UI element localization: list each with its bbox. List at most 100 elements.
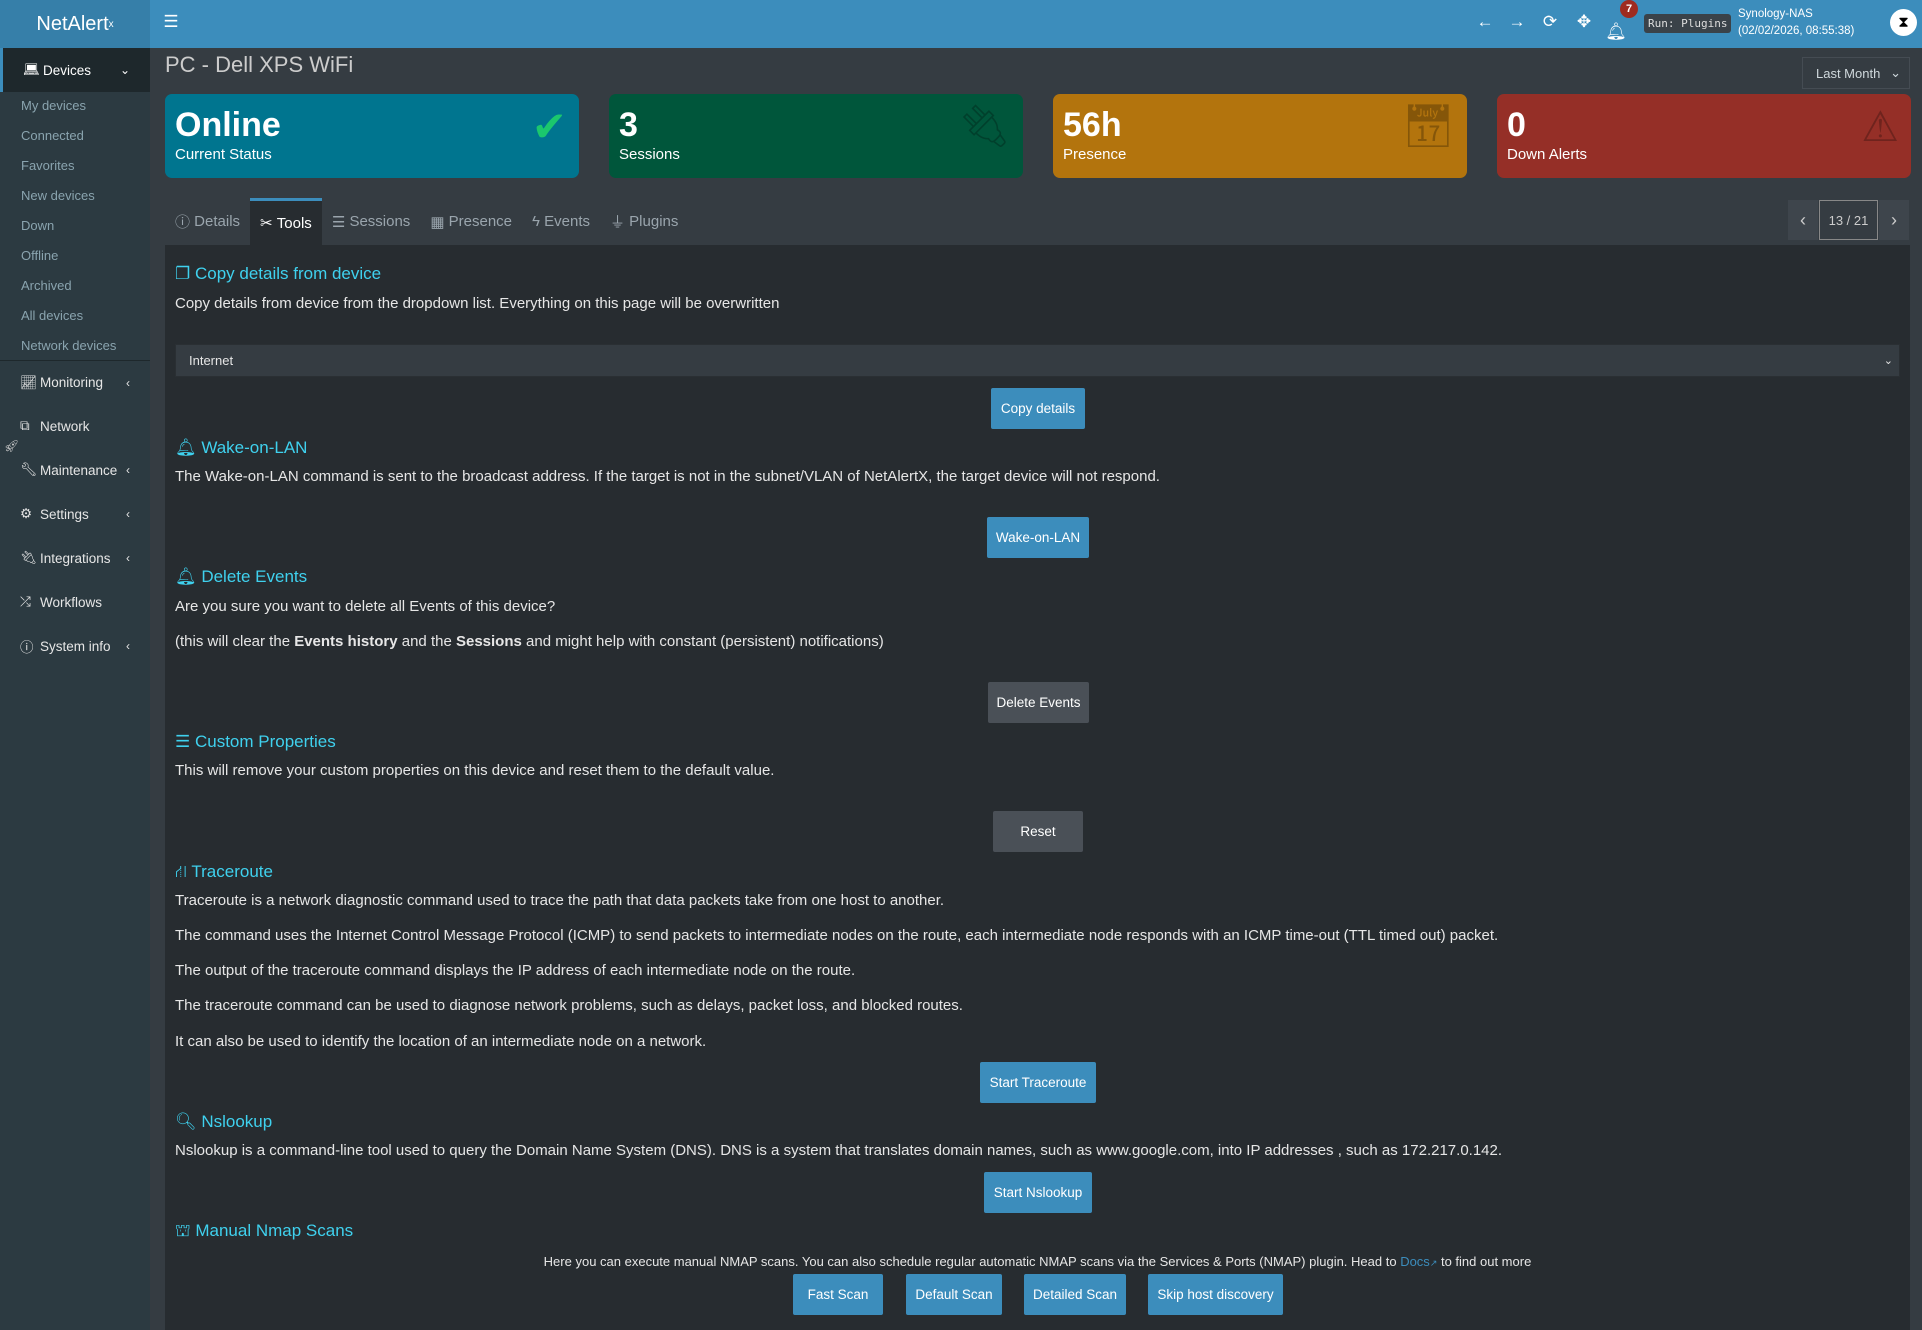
tab-details[interactable]: ⓘ Details — [165, 198, 250, 245]
down-alerts-card[interactable]: 0 Down Alerts ⚠ — [1497, 94, 1911, 178]
tab-label: Presence — [448, 213, 513, 230]
copy-details-button[interactable]: Copy details — [991, 388, 1085, 429]
start-traceroute-button[interactable]: Start Traceroute — [980, 1062, 1096, 1103]
traceroute-line: The traceroute command can be used to di… — [175, 997, 963, 1014]
search-icon: 🔍︎ — [175, 1112, 202, 1131]
tab-label: Details — [194, 213, 241, 230]
chevron-left-icon: ‹ — [126, 639, 130, 653]
default-scan-button[interactable]: Default Scan — [906, 1274, 1002, 1315]
detailed-scan-button[interactable]: Detailed Scan — [1024, 1274, 1126, 1315]
calendar-icon: ▦ — [430, 213, 449, 231]
sidebar-item-label: Monitoring — [40, 375, 104, 390]
delete-events-button[interactable]: Delete Events — [988, 682, 1089, 723]
bell-icon: 🔔︎ — [175, 438, 202, 457]
sidebar-item-integrations[interactable]: 🔌︎ Integrations ‹ — [0, 536, 150, 580]
sidebar-sub-favorites[interactable]: Favorites — [21, 158, 75, 173]
sidebar-item-maintenance[interactable]: 🔧︎ Maintenance ‹ — [0, 448, 150, 492]
bell-icon[interactable]: 🔔︎ — [1605, 22, 1627, 41]
rocket-icon: 🚀︎ — [4, 439, 20, 453]
sidebar-item-devices[interactable]: 💻︎ Devices ⌄ — [0, 48, 150, 92]
laptop-icon: 💻︎ — [23, 62, 41, 77]
plug-icon: 🔌︎ — [957, 102, 1011, 149]
section-title-text: Delete Events — [201, 567, 308, 586]
sidebar: 💻︎ Devices ⌄ My devices Connected Favorite… — [0, 48, 150, 1330]
tab-plugins[interactable]: ⏚ Plugins — [600, 198, 688, 245]
sidebar-sub-new-devices[interactable]: New devices — [21, 188, 95, 203]
docs-link[interactable]: Docs — [1400, 1254, 1430, 1269]
sidebar-item-network[interactable]: ⧉ Network — [0, 404, 150, 448]
next-device-button[interactable]: › — [1879, 200, 1909, 240]
sidebar-sub-offline[interactable]: Offline — [21, 248, 59, 263]
delete-events-section-title: 🔔︎ Delete Events — [175, 567, 307, 587]
info-icon: ⓘ — [175, 214, 195, 231]
logo-sup: x — [108, 18, 114, 30]
range-value: Last Month — [1816, 65, 1881, 81]
sidebar-sub-all-devices[interactable]: All devices — [21, 308, 84, 323]
sidebar-item-label: System info — [40, 638, 111, 654]
note-bold: Events history — [294, 633, 398, 650]
presence-card[interactable]: 56h Presence 📅︎ — [1053, 94, 1467, 178]
sidebar-item-workflows[interactable]: ⤮ Workflows — [0, 580, 150, 624]
sidebar-item-label: Workflows — [40, 594, 103, 610]
section-title-text: Custom Properties — [194, 732, 336, 751]
wol-section-title: 🔔︎ Wake-on-LAN — [175, 438, 307, 458]
sidebar-item-label: Network — [40, 418, 90, 434]
move-icon[interactable]: ✥ — [1576, 12, 1592, 31]
traceroute-line: Traceroute is a network diagnostic comma… — [175, 892, 945, 909]
select-value: Internet — [189, 353, 234, 368]
refresh-icon[interactable]: ⟳ — [1542, 12, 1558, 31]
custom-properties-description: This will remove your custom properties … — [175, 762, 775, 779]
shuffle-icon: ⤮ — [20, 594, 31, 609]
fast-scan-button[interactable]: Fast Scan — [793, 1274, 883, 1315]
nmap-text: to find out more — [1437, 1254, 1532, 1269]
prev-device-button[interactable]: ‹ — [1788, 200, 1818, 240]
tab-label: Events — [544, 213, 590, 230]
list-icon: ☰ — [175, 732, 195, 751]
sidebar-sub-network-devices[interactable]: Network devices — [21, 338, 117, 353]
copy-device-select[interactable]: Internet ⌄ — [175, 344, 1900, 377]
chevron-left-icon: ‹ — [126, 375, 130, 390]
logo[interactable]: NetAlert x — [0, 0, 150, 48]
sidebar-item-monitoring[interactable]: 📈︎ Monitoring ‹ — [0, 360, 150, 404]
check-icon: ✔ — [531, 103, 567, 150]
sidebar-sub-connected[interactable]: Connected — [21, 128, 84, 143]
user-avatar[interactable]: ⧗ — [1890, 9, 1917, 36]
tab-label: Tools — [276, 214, 312, 232]
nmap-section-title: ⛫ Manual Nmap Scans — [175, 1221, 353, 1243]
tab-tools[interactable]: ✂ Tools — [250, 198, 322, 245]
sidebar-item-system-info[interactable]: ⓘ System info ‹ — [0, 624, 150, 668]
sidebar-sub-archived[interactable]: Archived — [21, 278, 72, 293]
external-link-icon: ↗ — [1429, 1258, 1438, 1268]
sidebar-sub-my-devices[interactable]: My devices — [21, 98, 87, 113]
route-icon: ⛙ — [175, 862, 192, 881]
tools-icon: ✂ — [260, 215, 277, 232]
nslookup-description: Nslookup is a command-line tool used to … — [175, 1142, 1503, 1159]
wake-on-lan-button[interactable]: Wake-on-LAN — [987, 517, 1089, 558]
range-select[interactable]: Last Month ⌄ — [1802, 57, 1910, 89]
sidebar-item-label: Integrations — [40, 550, 111, 566]
card-value: 3 — [619, 106, 638, 144]
sidebar-item-settings[interactable]: ⚙ Settings ‹ — [0, 492, 150, 536]
page-title: PC - Dell XPS WiFi — [165, 52, 354, 77]
tab-events[interactable]: ϟ Events — [522, 198, 600, 245]
sidebar-sub-down[interactable]: Down — [21, 218, 55, 233]
traceroute-line: The output of the traceroute command dis… — [175, 962, 856, 979]
copy-section-title: ❐ Copy details from device — [175, 264, 381, 284]
sessions-card[interactable]: 3 Sessions 🔌︎ — [609, 94, 1023, 178]
skip-host-discovery-button[interactable]: Skip host discovery — [1148, 1274, 1283, 1315]
reset-button[interactable]: Reset — [993, 811, 1083, 852]
logo-text: NetAlert — [36, 12, 109, 35]
chevron-left-icon: ‹ — [126, 463, 130, 477]
tab-presence[interactable]: ▦ Presence — [420, 198, 522, 245]
start-nslookup-button[interactable]: Start Nslookup — [984, 1172, 1092, 1213]
tab-sessions[interactable]: ☰ Sessions — [322, 198, 421, 245]
traceroute-section-title: ⛙ Traceroute — [175, 862, 273, 884]
custom-properties-section-title: ☰ Custom Properties — [175, 732, 336, 752]
section-title-text: Traceroute — [191, 862, 273, 881]
sitemap-icon: ⧉ — [20, 418, 30, 433]
back-arrow-icon[interactable]: ← — [1476, 12, 1494, 31]
menu-toggle-icon[interactable]: ☰ — [163, 12, 179, 31]
forward-arrow-icon[interactable]: → — [1508, 12, 1526, 31]
traceroute-line: The command uses the Internet Control Me… — [175, 927, 1499, 944]
info-icon: ⓘ — [20, 640, 34, 655]
